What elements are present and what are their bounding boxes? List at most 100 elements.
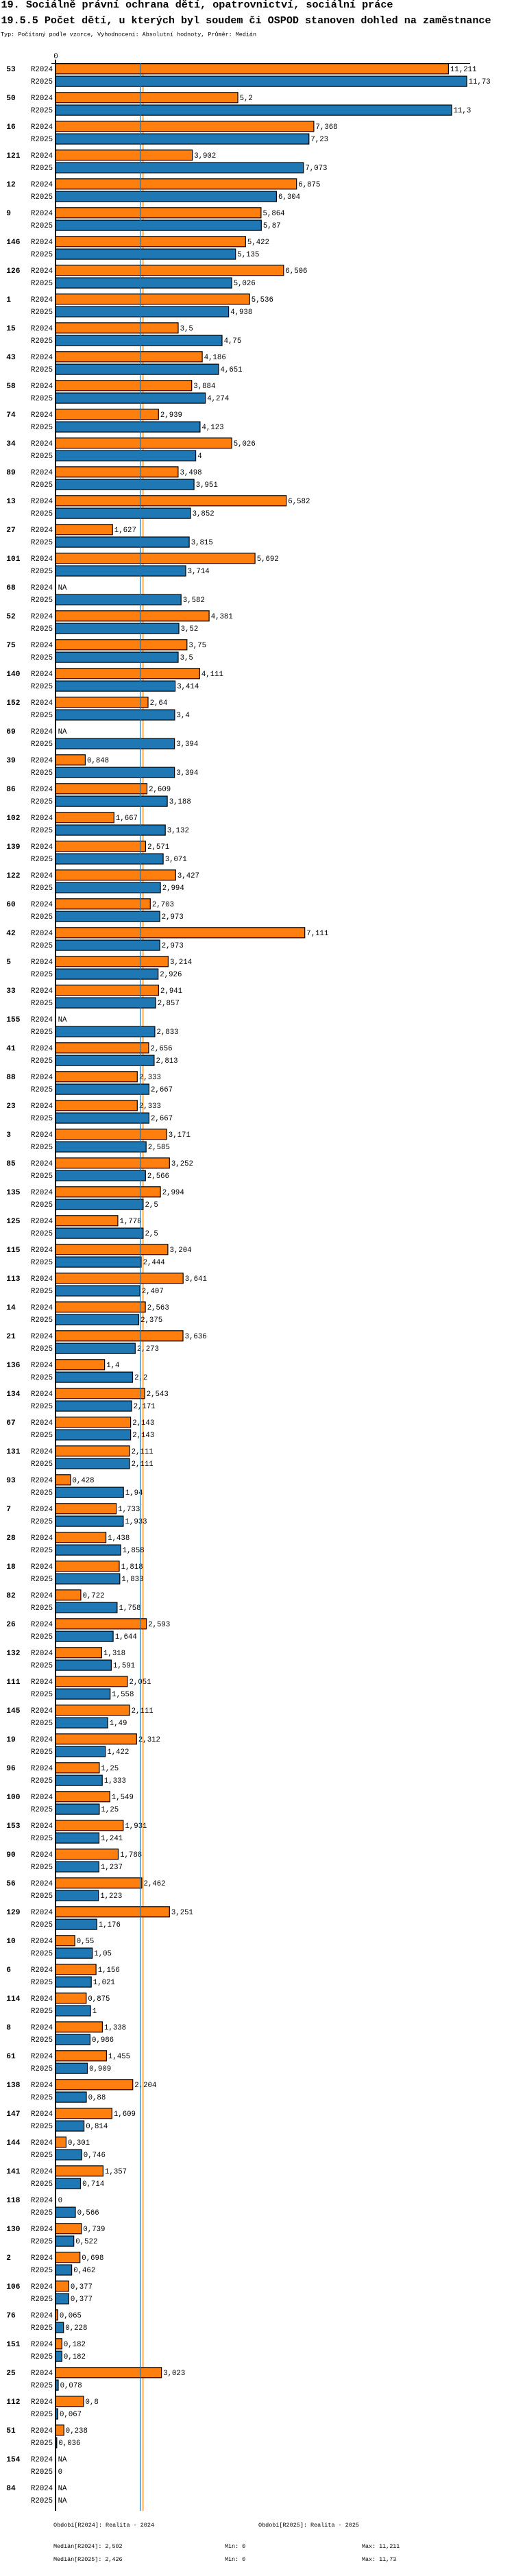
svg-text:R2025: R2025 [31,1259,53,1267]
svg-text:146: 146 [6,239,20,247]
svg-text:R2025: R2025 [31,1777,53,1785]
svg-text:3,52: 3,52 [181,625,199,634]
svg-text:61: 61 [6,2053,16,2061]
svg-text:138: 138 [6,2082,20,2090]
svg-text:58: 58 [6,383,16,391]
svg-text:1,357: 1,357 [105,2168,127,2176]
svg-text:11,211: 11,211 [450,66,476,74]
svg-text:R2024: R2024 [31,1275,53,1284]
svg-text:5,864: 5,864 [263,210,285,218]
svg-text:R2024: R2024 [31,1938,53,1946]
svg-text:141: 141 [6,2168,20,2176]
svg-text:R2025: R2025 [31,1316,53,1325]
svg-text:R2024: R2024 [31,2283,53,2291]
svg-text:2,204: 2,204 [134,2082,156,2090]
svg-text:R2024: R2024 [31,66,53,74]
svg-text:101: 101 [6,555,20,564]
svg-text:4,381: 4,381 [211,613,233,621]
svg-text:3,214: 3,214 [170,959,192,967]
svg-text:R2024: R2024 [31,555,53,564]
svg-text:125: 125 [6,1218,20,1226]
svg-text:3: 3 [6,1131,11,1140]
svg-text:R2025: R2025 [31,683,53,691]
svg-text:3,188: 3,188 [169,798,191,806]
svg-text:R2025: R2025 [31,798,53,806]
svg-text:R2024: R2024 [31,2398,53,2407]
svg-text:0,522: 0,522 [75,2238,97,2246]
svg-text:112: 112 [6,2398,20,2407]
svg-text:R2025: R2025 [31,2468,53,2477]
svg-text:R2024: R2024 [31,2427,53,2435]
svg-text:4,111: 4,111 [201,671,223,679]
svg-text:R2024: R2024 [31,2370,53,2378]
svg-text:R2024: R2024 [31,1563,53,1572]
svg-text:3,636: 3,636 [185,1333,207,1341]
svg-text:6,304: 6,304 [278,193,300,202]
svg-text:R2025: R2025 [31,193,53,202]
svg-text:R2024: R2024 [31,2168,53,2176]
svg-text:106: 106 [6,2283,20,2291]
svg-text:R2025: R2025 [31,2152,53,2160]
svg-text:3,951: 3,951 [196,481,218,490]
svg-text:2,143: 2,143 [132,1432,154,1440]
svg-text:R2025: R2025 [31,2353,53,2361]
svg-text:R2025: R2025 [31,1518,53,1526]
svg-text:3,5: 3,5 [180,325,193,333]
svg-text:51: 51 [6,2427,16,2435]
svg-text:2,593: 2,593 [148,1621,170,1629]
svg-text:130: 130 [6,2226,20,2234]
svg-text:R2024: R2024 [31,613,53,621]
svg-text:7,368: 7,368 [316,123,338,132]
svg-text:0,848: 0,848 [87,757,109,765]
svg-text:5,2: 5,2 [240,95,253,103]
svg-text:1,558: 1,558 [112,1691,134,1699]
svg-text:3,071: 3,071 [165,856,187,864]
svg-text:R2024: R2024 [31,2312,53,2320]
svg-text:1,422: 1,422 [107,1748,129,1757]
svg-text:R2024: R2024 [31,1016,53,1024]
svg-text:R2024: R2024 [31,2110,53,2119]
svg-text:R2025: R2025 [31,2036,53,2045]
svg-text:R2024: R2024 [31,1506,53,1514]
svg-text:R2025: R2025 [31,1086,53,1094]
svg-text:1,733: 1,733 [118,1506,140,1514]
svg-text:R2024: R2024 [31,1650,53,1658]
svg-text:140: 140 [6,671,20,679]
svg-text:90: 90 [6,1851,16,1859]
svg-text:R2025: R2025 [31,2497,53,2505]
svg-text:1,333: 1,333 [104,1777,126,1785]
svg-text:2,111: 2,111 [132,1448,154,1456]
svg-text:1,05: 1,05 [94,1950,112,1958]
svg-text:41: 41 [6,1045,16,1053]
svg-text:0,238: 0,238 [66,2427,88,2435]
svg-text:121: 121 [6,152,20,160]
svg-text:R2024: R2024 [31,2024,53,2032]
svg-text:43: 43 [6,354,16,362]
svg-text:R2024: R2024 [31,1391,53,1399]
svg-text:R2025: R2025 [31,424,53,432]
svg-text:2,543: 2,543 [147,1391,169,1399]
svg-text:R2024: R2024 [31,267,53,276]
svg-text:R2024: R2024 [31,1851,53,1859]
svg-text:R2025: R2025 [31,453,53,461]
svg-text:R2025: R2025 [31,625,53,634]
svg-text:R2025: R2025 [31,568,53,576]
svg-text:R2025: R2025 [31,1864,53,1872]
svg-text:0: 0 [58,2197,62,2205]
svg-text:1,223: 1,223 [100,1892,122,1901]
svg-text:1,318: 1,318 [103,1650,125,1658]
svg-text:R2024: R2024 [31,959,53,967]
svg-text:R2025: R2025 [31,1748,53,1757]
svg-text:0,462: 0,462 [73,2267,95,2275]
svg-text:R2024: R2024 [31,1448,53,1456]
svg-text:R2024: R2024 [31,584,53,592]
svg-text:R2024: R2024 [31,1707,53,1716]
svg-text:R2025: R2025 [31,712,53,720]
svg-text:0,228: 0,228 [65,2324,87,2333]
svg-text:R2025: R2025 [31,2324,53,2333]
svg-text:R2024: R2024 [31,1189,53,1197]
svg-text:R2025: R2025 [31,1633,53,1641]
svg-text:R2025: R2025 [31,366,53,374]
svg-text:1,788: 1,788 [120,1851,142,1859]
svg-text:68: 68 [6,584,16,592]
